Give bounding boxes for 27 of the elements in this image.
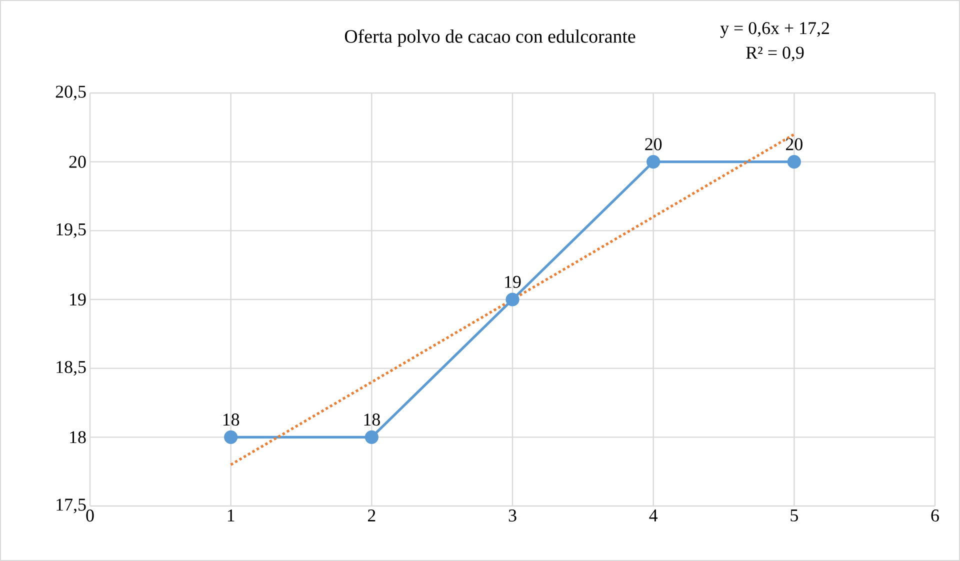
x-tick-label: 4 <box>649 510 658 522</box>
point <box>224 430 238 444</box>
data-label: 20 <box>786 138 802 150</box>
data-label: 20 <box>645 138 662 150</box>
y-tick-label: 20 <box>69 156 86 168</box>
y-tick-label: 19 <box>70 293 86 306</box>
y-tick-label: 17,5 <box>56 498 86 514</box>
x-tick-label: 1 <box>228 510 234 522</box>
x-tick-label: 3 <box>508 510 516 522</box>
point <box>787 155 801 169</box>
x-tick-label: 0 <box>86 510 94 522</box>
point <box>506 292 520 306</box>
data-label: 18 <box>223 414 240 426</box>
data-label: 19 <box>505 276 521 288</box>
chart-title: Oferta polvo de cacao con edulcorante <box>344 29 636 47</box>
x-tick-label: 5 <box>790 510 798 522</box>
x-tick-label: 6 <box>931 510 939 522</box>
y-tick-label: 20,5 <box>56 86 86 100</box>
data-label: 18 <box>364 414 380 426</box>
x-tick-label: 2 <box>368 510 376 522</box>
y-tick-label: 18,5 <box>56 360 86 376</box>
y-tick-label: 18 <box>70 431 86 444</box>
text: R² = 0,9 <box>746 46 804 62</box>
point <box>646 155 660 169</box>
text: y = 0,6x + 17,2 <box>720 22 829 38</box>
point <box>364 430 378 444</box>
y-tick-label: 19,5 <box>56 223 86 238</box>
